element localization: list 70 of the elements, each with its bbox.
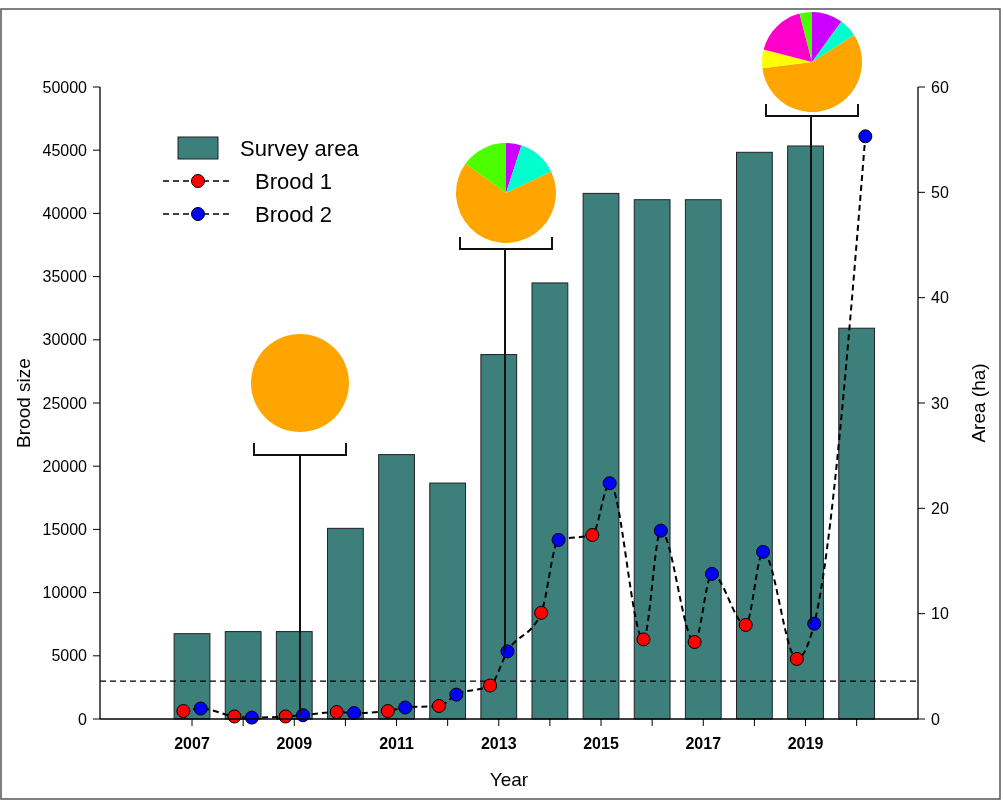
point xyxy=(653,523,668,538)
bar xyxy=(684,199,722,720)
y2-tick-label: 30 xyxy=(931,394,949,412)
pie-slice xyxy=(506,145,552,193)
point xyxy=(500,644,515,659)
point xyxy=(483,678,498,693)
legend-label: Brood 2 xyxy=(255,201,333,227)
y-tick-label: 15000 xyxy=(42,521,88,538)
bar xyxy=(378,454,415,720)
point xyxy=(789,651,804,666)
y-tick-label: 50000 xyxy=(42,78,88,96)
y-axis-title: Brood size xyxy=(13,358,34,448)
x-tick-label: 2009 xyxy=(276,735,313,752)
bar xyxy=(429,482,467,720)
legend-label: Survey area xyxy=(240,135,360,161)
x-tick-label: 2011 xyxy=(379,735,414,752)
point xyxy=(329,705,344,720)
point xyxy=(431,698,446,713)
y2-tick-label: 0 xyxy=(931,710,940,728)
y2-tick-label: 20 xyxy=(931,499,949,517)
point xyxy=(347,706,362,721)
point xyxy=(704,566,719,581)
point xyxy=(398,700,413,715)
pie-slice xyxy=(762,49,812,69)
point xyxy=(687,635,702,650)
bar xyxy=(633,199,671,720)
point xyxy=(807,616,822,631)
point xyxy=(449,687,464,702)
pie-slice xyxy=(465,143,506,193)
point xyxy=(551,532,566,547)
x-axis-title: Year xyxy=(489,769,529,790)
y2-axis-title: Area (ha) xyxy=(968,363,989,443)
y2-tick-label: 60 xyxy=(931,78,949,96)
point xyxy=(756,544,771,559)
y-tick-label: 30000 xyxy=(42,331,88,349)
x-tick-label: 2015 xyxy=(583,735,619,752)
pie-slice xyxy=(456,163,556,243)
x-tick-label: 2007 xyxy=(174,735,210,752)
y2-tick-label: 40 xyxy=(931,289,949,307)
point xyxy=(380,704,395,719)
point xyxy=(193,701,208,716)
pie-slice xyxy=(812,21,855,62)
y-tick-label: 35000 xyxy=(42,268,88,286)
y-tick-label: 5000 xyxy=(51,647,88,665)
point xyxy=(738,617,753,632)
y-tick-label: 45000 xyxy=(42,141,88,159)
bar xyxy=(224,631,262,720)
point xyxy=(176,704,191,719)
x-tick-label: 2017 xyxy=(685,735,722,752)
y-tick-label: 25000 xyxy=(42,394,88,412)
point xyxy=(585,527,600,542)
pie-slice xyxy=(763,13,812,62)
y-tick-label: 20000 xyxy=(42,457,88,475)
point xyxy=(602,476,617,491)
y2-tick-label: 10 xyxy=(931,605,949,623)
y-tick-label: 10000 xyxy=(42,584,88,602)
x-tick-label: 2013 xyxy=(480,735,517,752)
y-tick-label: 0 xyxy=(78,710,88,728)
point xyxy=(858,129,873,144)
point xyxy=(534,605,549,620)
pie-slice xyxy=(799,12,812,62)
y-tick-label: 40000 xyxy=(42,205,88,222)
point xyxy=(636,632,651,647)
x-tick-label: 2019 xyxy=(787,735,824,752)
bar xyxy=(582,192,620,720)
pie-slice xyxy=(506,143,522,193)
y2-tick-label: 50 xyxy=(931,183,949,201)
pie-slice xyxy=(812,12,842,62)
legend-label: Brood 1 xyxy=(255,168,333,194)
pie-slice xyxy=(762,35,862,112)
